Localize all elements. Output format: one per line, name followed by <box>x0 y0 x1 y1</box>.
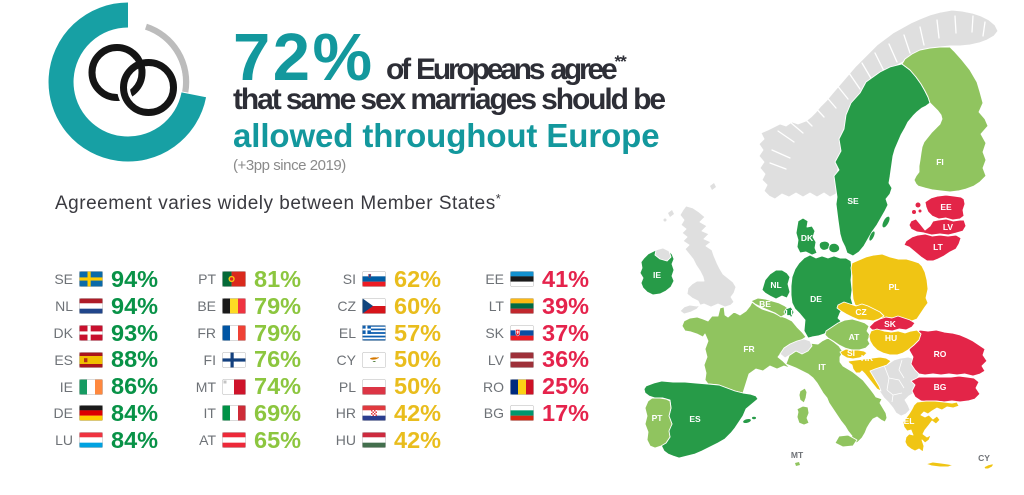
svg-text:FI: FI <box>936 157 944 167</box>
svg-text:PL: PL <box>889 282 900 292</box>
svg-text:PT: PT <box>652 413 664 423</box>
svg-text:LV: LV <box>943 222 954 232</box>
svg-text:EL: EL <box>904 416 915 426</box>
svg-text:AT: AT <box>849 332 861 342</box>
svg-text:LT: LT <box>933 242 944 252</box>
svg-text:NL: NL <box>770 280 781 290</box>
svg-text:SK: SK <box>884 319 897 329</box>
svg-text:HR: HR <box>861 353 873 363</box>
svg-text:DE: DE <box>810 294 822 304</box>
svg-text:MT: MT <box>791 450 804 460</box>
svg-text:ES: ES <box>689 414 701 424</box>
svg-text:CY: CY <box>978 453 990 463</box>
svg-text:BE: BE <box>759 299 771 309</box>
svg-text:SI: SI <box>847 348 855 358</box>
svg-text:EE: EE <box>940 202 952 212</box>
svg-text:IT: IT <box>818 362 826 372</box>
svg-text:CZ: CZ <box>855 307 866 317</box>
svg-text:LU: LU <box>785 308 796 318</box>
svg-text:RO: RO <box>934 349 947 359</box>
svg-text:HU: HU <box>885 333 897 343</box>
svg-text:FR: FR <box>743 344 754 354</box>
svg-text:IE: IE <box>653 270 661 280</box>
svg-text:SE: SE <box>847 196 859 206</box>
svg-text:DK: DK <box>801 233 814 243</box>
svg-text:BG: BG <box>934 382 947 392</box>
